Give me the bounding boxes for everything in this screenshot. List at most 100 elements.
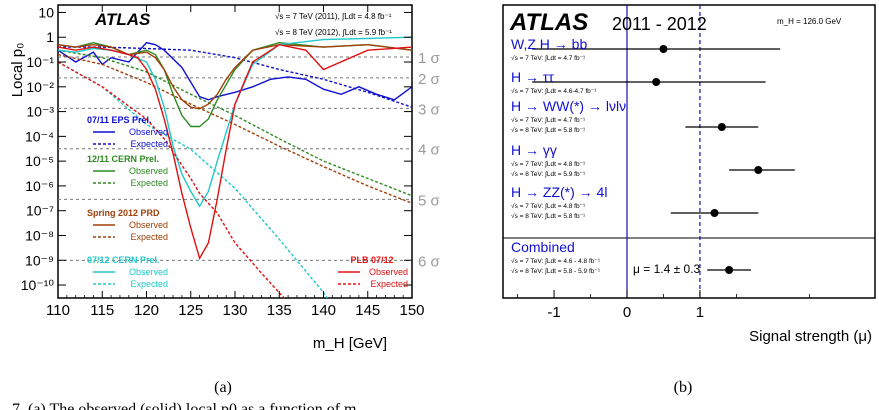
p0-series-4 — [58, 43, 412, 110]
p0-series-9 — [58, 61, 286, 298]
p0-plot-frame — [57, 4, 413, 299]
p0-series-7 — [58, 61, 328, 298]
y-tick-label-9: 10⁻⁸ — [25, 227, 54, 243]
channel-lumi-4-0: √s = 7 TeV: ∫Ldt = 4.8 fb⁻¹ — [511, 202, 586, 210]
p0-series-1 — [58, 46, 412, 108]
right-mass-label: m_H = 126.0 GeV — [777, 17, 842, 26]
legend-expected-label-0: Expected — [130, 139, 168, 149]
figure-footer-text: 7. (a) The observed (solid) local p0 as … — [12, 401, 357, 410]
mu-tick-label--1: -1 — [547, 304, 560, 321]
mu-tick-label-1: 1 — [696, 304, 704, 321]
signal-strength-panel: -1 0 1 ATLAS 2011 - 2012 m_H = 126.0 GeV W… — [502, 4, 876, 345]
channel-lumi-5-1: √s = 8 TeV: ∫Ldt = 5.8 - 5.9 fb⁻¹ — [511, 267, 601, 275]
mu-point-1 — [652, 78, 661, 86]
y-tick-label-2: 10⁻¹ — [26, 54, 54, 70]
left-lumi-line2: √s = 8 TeV (2012), ∫Ldt = 5.9 fb⁻¹ — [275, 28, 392, 37]
legend-observed-label-1: Observed — [129, 166, 168, 176]
x-tick-label-120: 120 — [134, 302, 159, 319]
left-ylabel: Local p₀ — [9, 43, 26, 98]
channel-lumi-0-0: √s = 7 TeV: ∫Ldt = 4.7 fb⁻¹ — [511, 54, 586, 62]
p0-legend: 07/11 EPS Prel. Observed Expected 12/11 CER… — [87, 115, 408, 289]
mu-point-4 — [710, 209, 719, 217]
legend-expected-label-3: Expected — [130, 279, 168, 289]
y-tick-label-10: 10⁻⁹ — [25, 252, 54, 268]
channel-lumi-2-0: √s = 7 TeV: ∫Ldt = 4.7 fb⁻¹ — [511, 116, 586, 124]
x-tick-label-135: 135 — [267, 302, 292, 319]
sigma-label-2: 2 σ — [418, 71, 441, 88]
left-atlas-label: ATLAS — [94, 10, 151, 29]
x-tick-label-110: 110 — [46, 302, 70, 319]
legend-observed-label-4: Observed — [369, 267, 408, 277]
channel-lumi-1-0: √s = 7 TeV: ∫Ldt = 4.6-4.7 fb⁻¹ — [511, 87, 597, 95]
y-tick-label-5: 10⁻⁴ — [25, 128, 54, 144]
caption-a: (a) — [214, 379, 232, 396]
y-tick-label-7: 10⁻⁶ — [25, 178, 54, 194]
channel-lumi-3-1: √s = 8 TeV: ∫Ldt = 5.9 fb⁻¹ — [511, 170, 586, 178]
y-tick-label-3: 10⁻² — [26, 79, 54, 95]
combined-value: μ = 1.4 ± 0.3 — [633, 262, 701, 276]
channel-lumi-3-0: √s = 7 TeV: ∫Ldt = 4.8 fb⁻¹ — [511, 160, 586, 168]
p0-series-group — [58, 36, 412, 298]
p0-plot-panel: 110 115 120 125 130 135 140 145 150 10110⁻¹10⁻²1… — [9, 4, 441, 352]
mu-point-2 — [717, 123, 726, 131]
x-tick-label-125: 125 — [178, 302, 203, 319]
x-tick-label-150: 150 — [399, 302, 424, 319]
right-years-label: 2011 - 2012 — [612, 14, 707, 34]
channel-label-2: H → WW(*) → lνlν — [511, 98, 626, 114]
legend-expected-label-4: Expected — [370, 279, 408, 289]
left-lumi-line1: √s = 7 TeV (2011), ∫Ldt = 4.8 fb⁻¹ — [275, 12, 392, 21]
left-xlabel: m_H [GeV] — [313, 335, 387, 352]
y-tick-label-8: 10⁻⁷ — [26, 203, 54, 219]
sigma-label-4: 4 σ — [418, 142, 441, 159]
legend-title-2: Spring 2012 PRD — [87, 208, 160, 218]
signal-strength-x-ticks: -1 0 1 — [517, 290, 810, 321]
reference-lines — [626, 5, 701, 298]
y-tick-label-4: 10⁻³ — [26, 104, 54, 120]
channel-label-3: H → γγ — [511, 142, 557, 158]
p0-series-8 — [58, 43, 412, 261]
sigma-label-1: 1 σ — [418, 50, 441, 67]
channel-lumi-4-1: √s = 8 TeV: ∫Ldt = 5.8 fb⁻¹ — [511, 212, 586, 220]
x-tick-label-145: 145 — [355, 302, 380, 319]
mu-point-3 — [754, 166, 763, 174]
p0-series-5 — [58, 53, 412, 204]
sigma-label-6: 6 σ — [418, 253, 441, 270]
p0-series-3 — [58, 49, 412, 197]
sigma-labels: 1 σ 2 σ 3 σ 4 σ 5 σ 6 σ — [418, 50, 441, 270]
legend-title-1: 12/11 CERN Prel. — [87, 154, 159, 164]
legend-expected-label-1: Expected — [130, 178, 168, 188]
mu-point-0 — [659, 45, 668, 53]
channel-lumi-5-0: √s = 7 TeV: ∫Ldt = 4.6 - 4.8 fb⁻¹ — [511, 257, 601, 265]
legend-observed-label-0: Observed — [129, 127, 168, 137]
y-tick-label-1: 1 — [46, 29, 54, 45]
sigma-label-3: 3 σ — [418, 101, 441, 118]
y-tick-label-6: 10⁻⁵ — [25, 153, 54, 169]
p0-x-ticks: 110 115 120 125 130 135 140 145 150 — [46, 5, 425, 319]
legend-title-0: 07/11 EPS Prel. — [87, 115, 152, 125]
legend-title-4: PLB 07/12 — [350, 255, 393, 265]
channel-label-4: H → ZZ(*) → 4l — [511, 184, 607, 200]
legend-expected-label-2: Expected — [130, 232, 168, 242]
mu-tick-label-0: 0 — [623, 304, 631, 321]
y-tick-label-11: 10⁻¹⁰ — [21, 277, 55, 293]
channel-label-0: W,Z H → bb — [511, 36, 587, 52]
channel-lumi-2-1: √s = 8 TeV: ∫Ldt = 5.8 fb⁻¹ — [511, 126, 586, 134]
legend-title-3: 07/12 CERN Prel. — [87, 255, 160, 265]
caption-b: (b) — [674, 379, 693, 396]
sigma-label-5: 5 σ — [418, 192, 441, 209]
legend-observed-label-3: Observed — [129, 267, 168, 277]
signal-strength-frame — [502, 4, 876, 299]
legend-observed-label-2: Observed — [129, 220, 168, 230]
x-tick-label-140: 140 — [311, 302, 336, 319]
y-tick-label-0: 10 — [38, 4, 54, 20]
right-xlabel: Signal strength (μ) — [749, 328, 872, 345]
channel-labels: W,Z H → bb √s = 7 TeV: ∫Ldt = 4.7 fb⁻¹ H →… — [511, 36, 626, 275]
x-tick-label-115: 115 — [90, 302, 114, 319]
channel-label-1: H → ττ — [511, 69, 554, 85]
x-tick-label-130: 130 — [222, 302, 247, 319]
channel-label-5: Combined — [511, 239, 575, 255]
p0-y-ticks: 10 1 10⁻¹ 10⁻² 10⁻³ 10⁻⁴ 10⁻⁵ 10⁻⁶ 10⁻⁷ 10⁻⁸ 10⁻⁹ 1… — [21, 4, 412, 293]
mu-point-5 — [725, 266, 734, 274]
signal-strength-points — [532, 45, 795, 274]
